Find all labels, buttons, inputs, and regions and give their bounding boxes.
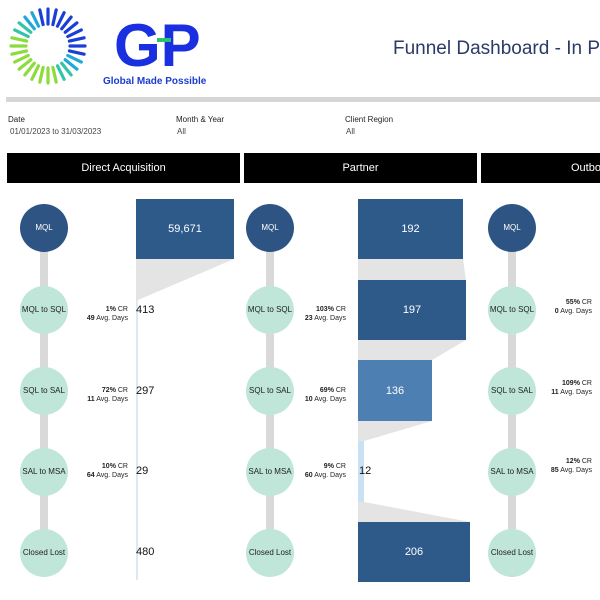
funnel-connector: [358, 259, 466, 280]
funnel-connector: [136, 259, 234, 300]
funnel-value: 12: [359, 465, 372, 477]
funnel-bar[interactable]: 59,671: [136, 199, 234, 259]
funnel-bar[interactable]: 206: [358, 522, 470, 582]
stage-node-mql[interactable]: MQL: [20, 204, 68, 252]
funnel-bar[interactable]: 192: [358, 199, 463, 259]
filter-client-region-value: All: [346, 127, 355, 136]
metric-cr-days: 69% CR 10 Avg. Days: [304, 387, 346, 404]
filter-date-value: 01/01/2023 to 31/03/2023: [10, 127, 102, 136]
funnel-bar[interactable]: [358, 441, 364, 502]
filter-month-year-value: All: [177, 127, 186, 136]
funnel-connector: [358, 421, 432, 441]
stage-node-sql-to-sal[interactable]: SQL to SAL: [488, 367, 536, 415]
stage-node-sal-to-msa[interactable]: SAL to MSA: [246, 448, 294, 496]
filter-month-year-label: Month & Year: [176, 115, 225, 124]
column-header-direct-acquisition: Direct Acquisition: [7, 153, 240, 183]
funnel-bar-thin: [136, 300, 138, 580]
filter-date-label: Date: [8, 115, 25, 124]
funnel-value: 480: [136, 546, 155, 558]
funnel-bar[interactable]: 197: [358, 280, 466, 340]
filter-client-region-label: Client Region: [345, 115, 394, 124]
stage-node-sql-to-sal[interactable]: SQL to SAL: [246, 367, 294, 415]
funnel-connector: [358, 502, 470, 522]
metric-cr-days: 72% CR 11 Avg. Days: [87, 387, 128, 404]
stage-node-sal-to-msa[interactable]: SAL to MSA: [20, 448, 68, 496]
stage-node-closed-lost[interactable]: Closed Lost: [488, 529, 536, 577]
header-divider: [6, 97, 600, 102]
stage-node-sal-to-msa[interactable]: SAL to MSA: [488, 448, 536, 496]
stage-node-mql[interactable]: MQL: [488, 204, 536, 252]
stage-node-closed-lost[interactable]: Closed Lost: [20, 529, 68, 577]
stage-node-mql[interactable]: MQL: [246, 204, 294, 252]
metric-cr-days: 103% CR 23 Avg. Days: [304, 306, 346, 323]
brand-mark-text: GP: [114, 14, 201, 76]
funnel-value: 413: [136, 304, 155, 316]
stage-node-closed-lost[interactable]: Closed Lost: [246, 529, 294, 577]
stage-node-mql-to-sql[interactable]: MQL to SQL: [246, 286, 294, 334]
column-header-partner: Partner: [244, 153, 477, 183]
column-header-outbound: Outbo: [481, 153, 600, 183]
brand-logo: GP: [114, 14, 201, 76]
plus-bar-icon: [157, 38, 171, 42]
filter-client-region[interactable]: Client Region All: [345, 115, 393, 136]
metric-cr-days: 1% CR 49 Avg. Days: [86, 306, 128, 323]
metric-cr-days: 9% CR 60 Avg. Days: [304, 463, 346, 480]
funnel-value: 29: [136, 465, 149, 477]
metric-cr-days: 10% CR 64 Avg. Days: [86, 463, 128, 480]
stage-node-mql-to-sql[interactable]: MQL to SQL: [20, 286, 68, 334]
metric-cr-days: 109% CR 11 Avg. Days: [551, 380, 592, 397]
stage-node-mql-to-sql[interactable]: MQL to SQL: [488, 286, 536, 334]
filter-month-year[interactable]: Month & Year All: [176, 115, 224, 136]
metric-cr-days: 12% CR 85 Avg. Days: [550, 458, 592, 475]
funnel-value: 297: [136, 385, 155, 397]
metric-cr-days: 55% CR 0 Avg. Days: [554, 299, 592, 316]
funnel-connector: [358, 340, 466, 360]
brand-tagline: Global Made Possible: [103, 76, 207, 87]
page-title: Funnel Dashboard - In Per: [393, 38, 600, 59]
funnel-bar[interactable]: 136: [358, 360, 432, 421]
stage-node-sql-to-sal[interactable]: SQL to SAL: [20, 367, 68, 415]
filter-date[interactable]: Date 01/01/2023 to 31/03/2023: [8, 115, 101, 136]
logo-ring-icon: [9, 7, 87, 85]
